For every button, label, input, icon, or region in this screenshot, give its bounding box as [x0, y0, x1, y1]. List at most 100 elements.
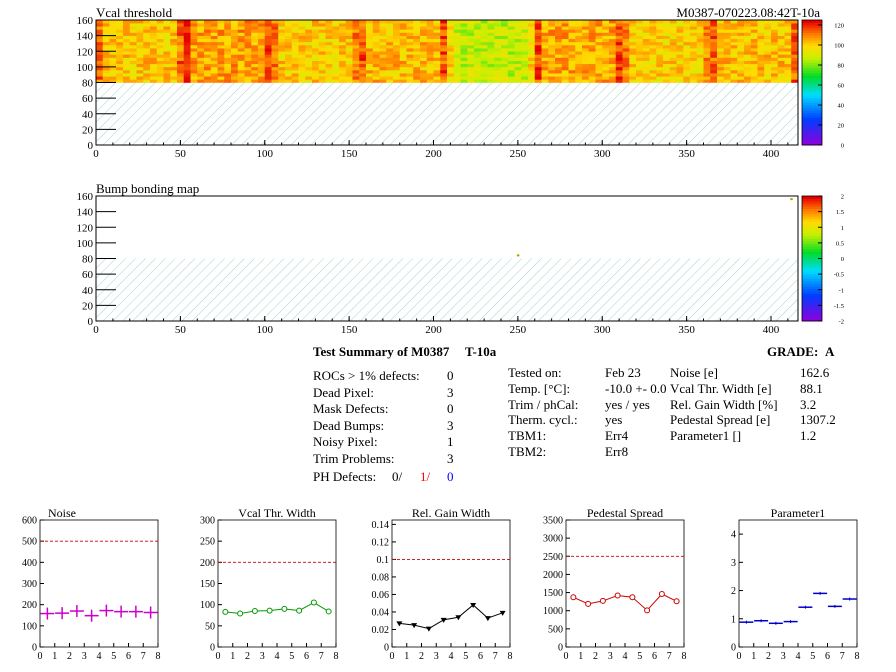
vcal-pixel-cell [555, 26, 563, 30]
vcal-pixel-cell [271, 38, 279, 43]
bump-empty-region [96, 258, 798, 321]
vcal-pixel-cell [447, 29, 455, 33]
col2-label: TBM2: [508, 444, 547, 459]
bump-palette-band [802, 223, 822, 227]
vcal-pixel-cell [629, 60, 637, 65]
vcal-pixel-cell [379, 23, 387, 27]
vcal-pixel-cell [278, 54, 286, 58]
vcal-pixel-cell [480, 41, 488, 46]
vcal-pixel-cell [426, 26, 434, 30]
vcal-pixel-cell [156, 35, 164, 40]
vcal-pixel-cell [433, 20, 441, 24]
vcal-pixel-cell [595, 32, 603, 36]
vcal-palette-band [802, 125, 822, 128]
vcal-pixel-cell [298, 79, 306, 83]
vcal-pixel-cell [609, 29, 617, 33]
vcal-pixel-cell [717, 45, 725, 49]
bump-palette-band [802, 298, 822, 302]
vcal-pixel-cell [447, 66, 455, 71]
vcal-pixel-cell [676, 26, 684, 30]
vcal-pixel-cell [224, 76, 232, 80]
vcal-pixel-cell [696, 57, 704, 61]
vcal-pixel-cell [568, 54, 576, 58]
vcal-pixel-cell [372, 57, 380, 61]
vcal-pixel-cell [534, 32, 542, 36]
vcal-pixel-cell [210, 32, 218, 36]
vcal-pixel-cell [663, 63, 671, 68]
bump-palette-band [802, 288, 822, 292]
vcal-pixel-cell [467, 70, 475, 74]
vcal-pixel-cell [710, 60, 718, 65]
vcal-pixel-cell [345, 57, 353, 61]
vcal-pixel-cell [649, 73, 657, 77]
vcal-pixel-cell [440, 60, 448, 65]
vcal-pixel-cell [386, 38, 394, 43]
vcal-pixel-cell [737, 48, 745, 52]
vcal-pixel-cell [393, 26, 401, 30]
vcal-pixel-cell [663, 51, 671, 55]
col3-value: 88.1 [800, 380, 823, 396]
vcal-pixel-cell [710, 66, 718, 71]
vcal-pixel-cell [555, 66, 563, 71]
vcal-pixel-cell [764, 73, 772, 77]
vcal-pixel-cell [703, 73, 711, 77]
vcal-pixel-cell [156, 48, 164, 52]
vcal-pixel-cell [777, 70, 785, 74]
vcal-pixel-cell [426, 76, 434, 80]
vcal-pixel-cell [129, 41, 137, 46]
vcal-pixel-cell [636, 29, 644, 33]
vcal-pixel-cell [285, 48, 293, 52]
vcal-pixel-cell [453, 23, 461, 27]
vcal-pixel-cell [332, 48, 340, 52]
vcal-pixel-cell [636, 23, 644, 27]
vcal-pixel-cell [372, 41, 380, 46]
vcal-palette-band [802, 52, 822, 56]
vcal-pixel-cell [244, 45, 252, 49]
vcal-pixel-cell [744, 76, 752, 80]
vcal-pixel-cell [528, 26, 536, 30]
vcal-pixel-cell [339, 26, 347, 30]
mini-data-point [768, 621, 783, 625]
mini-frame [565, 519, 685, 648]
vcal-pixel-cell [156, 57, 164, 61]
vcal-pixel-cell [440, 70, 448, 74]
vcal-pixel-cell [764, 35, 772, 40]
vcal-pixel-cell [683, 63, 691, 68]
vcal-pixel-cell [642, 38, 650, 43]
vcal-pixel-cell [487, 54, 495, 58]
vcal-pixel-cell [264, 70, 272, 74]
vcal-pixel-cell [568, 76, 576, 80]
vcal-pixel-cell [251, 73, 259, 77]
vcal-pixel-cell [453, 51, 461, 55]
vcal-pixel-cell [399, 54, 407, 58]
vcal-pixel-cell [271, 63, 279, 68]
vcal-pixel-cell [224, 66, 232, 71]
vcal-pixel-cell [528, 48, 536, 52]
vcal-pixel-cell [116, 32, 124, 36]
vcal-pixel-cell [183, 26, 191, 30]
mini-data-point [673, 598, 680, 605]
vcal-pixel-cell [791, 20, 799, 24]
mini-data-point [570, 594, 577, 601]
vcal-pixel-cell [386, 23, 394, 27]
vcal-pixel-cell [757, 57, 765, 61]
vcal-pixel-cell [393, 45, 401, 49]
vcal-pixel-cell [318, 79, 326, 83]
vcal-pixel-cell [541, 26, 549, 30]
vcal-pixel-cell [784, 79, 792, 83]
vcal-pixel-cell [251, 38, 259, 43]
mini-series-line [399, 604, 503, 630]
vcal-pixel-cell [737, 51, 745, 55]
vcal-pixel-cell [210, 66, 218, 71]
vcal-pixel-cell [224, 73, 232, 77]
vcal-pixel-cell [548, 60, 556, 65]
bump-palette-band [802, 243, 822, 247]
vcal-pixel-cell [433, 63, 441, 68]
vcal-pixel-cell [285, 38, 293, 43]
vcal-pixel-cell [426, 32, 434, 36]
vcal-pixel-cell [136, 29, 144, 33]
vcal-y-tick-label: 40 [82, 109, 94, 121]
vcal-pixel-cell [575, 60, 583, 65]
vcal-pixel-cell [757, 29, 765, 33]
vcal-pixel-cell [406, 57, 414, 61]
